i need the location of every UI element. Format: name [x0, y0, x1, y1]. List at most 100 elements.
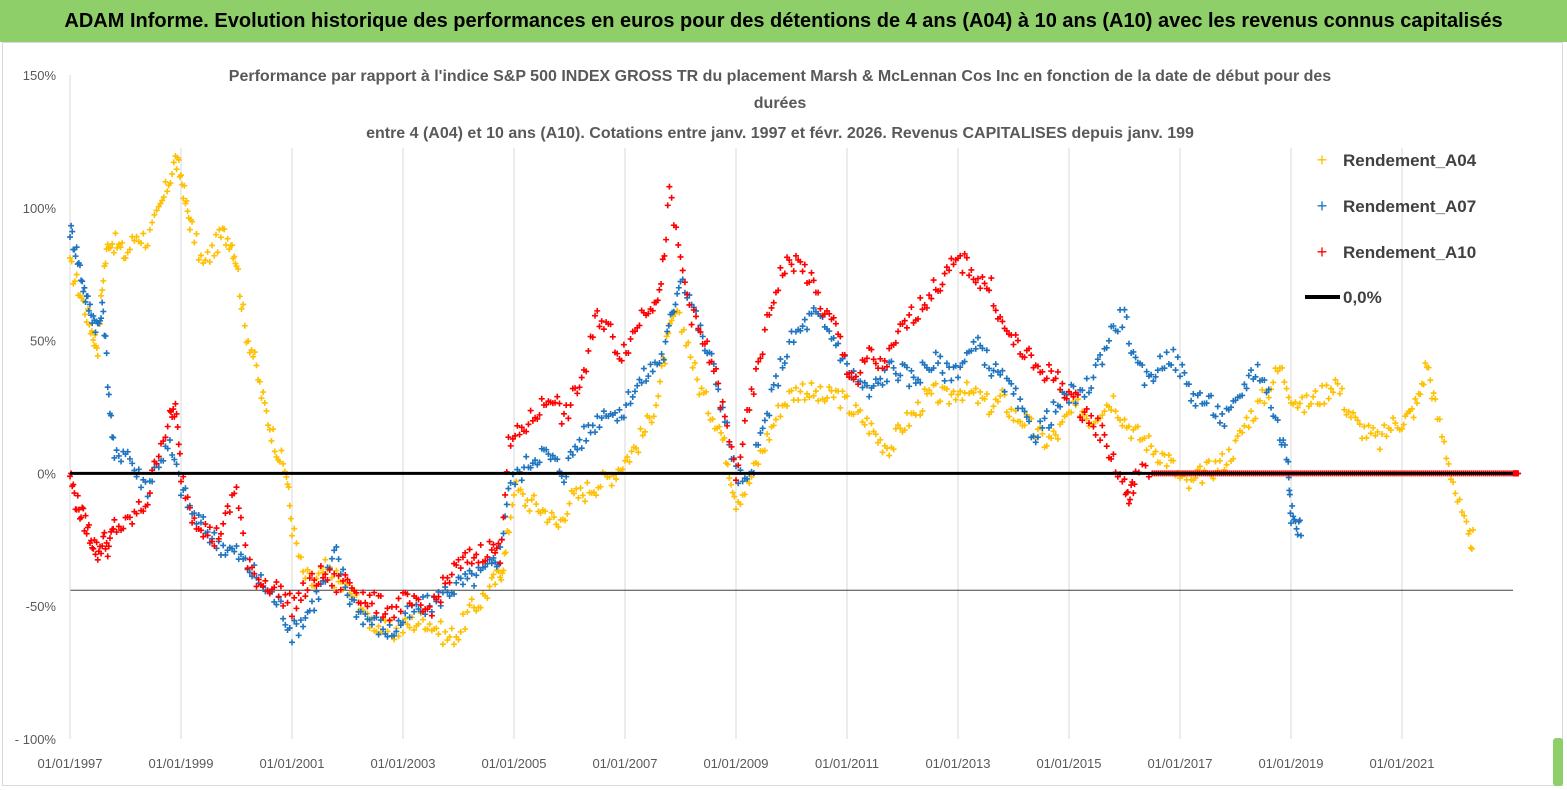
- data-point: [111, 516, 118, 523]
- data-point: [100, 533, 107, 540]
- data-point: [1068, 409, 1075, 416]
- data-point: [870, 382, 877, 389]
- data-point: [837, 404, 844, 411]
- data-point: [164, 445, 171, 452]
- data-point: [1048, 368, 1055, 375]
- data-point: [1343, 411, 1350, 418]
- data-point: [1293, 525, 1300, 532]
- data-point: [1059, 418, 1066, 425]
- data-point: [328, 574, 335, 581]
- data-point: [1119, 324, 1126, 331]
- data-point: [490, 541, 497, 548]
- data-point: [417, 602, 424, 609]
- data-point: [1321, 400, 1328, 407]
- data-point: [717, 404, 724, 411]
- data-point: [1281, 441, 1288, 448]
- data-point: [1372, 432, 1379, 439]
- data-point: [507, 442, 514, 449]
- data-point: [1168, 361, 1175, 368]
- data-point: [459, 581, 466, 588]
- data-point: [620, 414, 627, 421]
- data-point: [677, 253, 684, 260]
- data-point: [919, 408, 926, 415]
- data-point: [690, 306, 697, 313]
- data-point: [233, 543, 240, 550]
- data-point: [297, 617, 304, 624]
- data-point: [464, 559, 471, 566]
- data-point: [124, 448, 131, 455]
- data-point: [781, 270, 788, 277]
- data-point: [1210, 475, 1217, 482]
- data-point: [974, 334, 981, 341]
- data-point: [393, 628, 400, 635]
- data-point: [981, 361, 988, 368]
- data-point: [1010, 390, 1017, 397]
- data-point: [1281, 379, 1288, 386]
- data-point: [317, 563, 324, 570]
- data-point: [435, 593, 442, 600]
- data-point: [1008, 380, 1015, 387]
- data-point: [963, 379, 970, 386]
- data-point: [311, 607, 318, 614]
- data-point: [815, 397, 822, 404]
- data-point: [1105, 337, 1112, 344]
- data-point: [275, 593, 282, 600]
- data-point: [877, 375, 884, 382]
- data-point: [750, 391, 757, 398]
- data-point: [866, 430, 873, 437]
- legend-label-zero: 0,0%: [1343, 288, 1382, 307]
- chart-title-line-1: Performance par rapport à l'indice S&P 5…: [229, 68, 1332, 85]
- data-point: [986, 365, 993, 372]
- data-point: [71, 490, 78, 497]
- data-point: [656, 286, 663, 293]
- data-point: [362, 599, 369, 606]
- data-point: [231, 490, 238, 497]
- data-point: [140, 508, 147, 515]
- data-point: [457, 565, 464, 572]
- data-point: [943, 360, 950, 367]
- data-point: [271, 448, 278, 455]
- data-point: [1083, 375, 1090, 382]
- data-point: [1256, 397, 1263, 404]
- data-point: [616, 406, 623, 413]
- data-point: [752, 365, 759, 372]
- scroll-handle[interactable]: [1553, 738, 1563, 786]
- data-point: [484, 553, 491, 560]
- data-point: [565, 415, 572, 422]
- data-point: [585, 347, 592, 354]
- data-point: [1048, 421, 1055, 428]
- data-point: [724, 461, 731, 468]
- data-point: [817, 383, 824, 390]
- data-point: [1121, 306, 1128, 313]
- data-point: [784, 402, 791, 409]
- data-point: [901, 427, 908, 434]
- data-point: [335, 556, 342, 563]
- data-point: [104, 553, 111, 560]
- data-point: [84, 293, 91, 300]
- data-point: [426, 621, 433, 628]
- data-point: [435, 631, 442, 638]
- data-point: [1125, 500, 1132, 507]
- data-point: [129, 460, 136, 467]
- legend-marker-a04: +: [1317, 150, 1328, 170]
- data-point: [78, 277, 85, 284]
- data-point: [755, 441, 762, 448]
- legend: + Rendement_A04 + Rendement_A07 + Rendem…: [1305, 150, 1477, 307]
- data-point: [284, 481, 291, 488]
- data-point: [625, 389, 632, 396]
- data-point: [1066, 399, 1072, 406]
- x-tick-label: 01/01/2017: [1147, 756, 1212, 771]
- data-point: [162, 178, 169, 185]
- data-point: [1280, 437, 1287, 444]
- data-point: [653, 402, 660, 409]
- data-point: [1050, 399, 1057, 406]
- data-point: [222, 510, 229, 517]
- data-point: [638, 379, 645, 386]
- data-point: [482, 563, 489, 570]
- data-point: [906, 383, 913, 390]
- data-point: [886, 345, 893, 352]
- y-tick-label: 150%: [23, 68, 57, 83]
- data-point: [697, 322, 704, 329]
- data-point: [764, 430, 771, 437]
- data-point: [930, 277, 937, 284]
